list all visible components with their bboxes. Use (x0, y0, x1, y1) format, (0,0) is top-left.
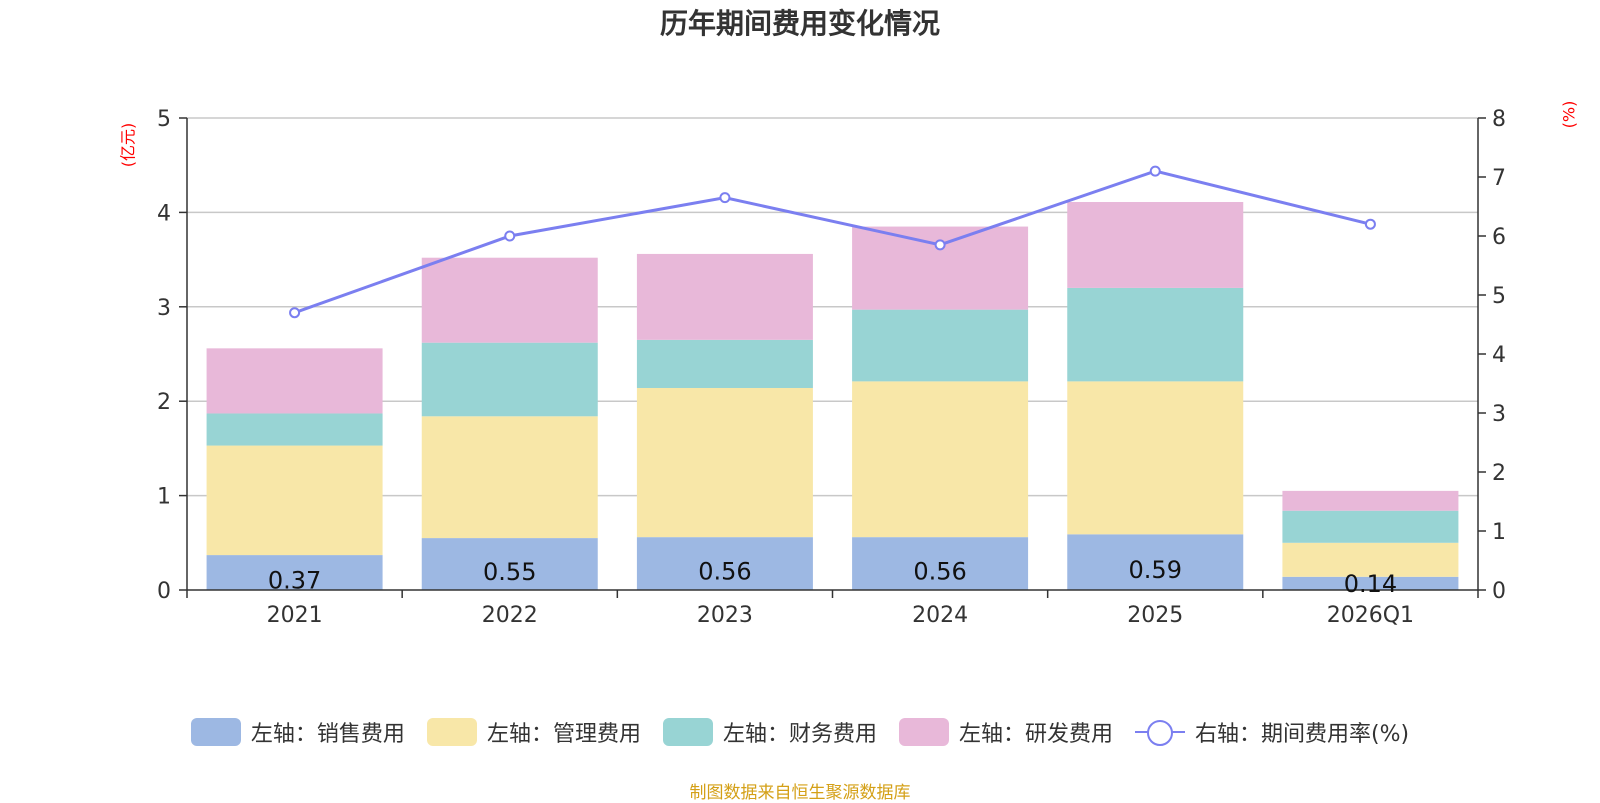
bar-segment-2 (421, 342, 598, 417)
bar-value-label: 0.59 (1129, 556, 1182, 584)
x-axis-tick-label: 2022 (482, 603, 538, 628)
left-axis-tick-label: 2 (157, 390, 171, 415)
rate-point (719, 192, 731, 204)
rate-point (934, 239, 946, 251)
bar-segment-2 (206, 413, 383, 446)
x-axis-tick-label: 2024 (912, 603, 968, 628)
right-axis-unit: (%) (1559, 100, 1579, 129)
rate-line-path (294, 169, 1371, 315)
legend-item-admin[interactable]: 左轴：管理费用 (426, 716, 641, 748)
bar-value-label: 0.56 (698, 558, 751, 586)
legend-label-rate: 右轴：期间费用率(%) (1194, 722, 1410, 747)
bar-segment-3 (636, 253, 813, 340)
rate-point (504, 230, 516, 242)
axes: 0 1 2 3 4 5 0 1 2 3 4 5 6 7 8 2021 2022 2023 2024 2025 2026Q… (157, 107, 1506, 628)
bar-segment-3 (421, 257, 598, 343)
right-axis-tick-label: 6 (1492, 225, 1506, 250)
bar-segment-1 (421, 416, 598, 539)
bar-segment-1 (1282, 542, 1459, 577)
legend-label-sales: 左轴：销售费用 (250, 722, 405, 747)
right-axis-tick-label: 7 (1492, 166, 1506, 191)
bars (206, 202, 1459, 590)
legend-item-rate[interactable]: 右轴：期间费用率(%) (1134, 716, 1410, 748)
rate-point (1149, 165, 1161, 177)
legend-item-finance[interactable]: 左轴：财务费用 (662, 716, 877, 748)
legend-swatch-finance (662, 718, 713, 746)
rate-point (289, 307, 301, 319)
chart-title: 历年期间费用变化情况 (659, 7, 940, 40)
left-axis-tick-label: 1 (157, 485, 171, 510)
bar-segment-0 (1282, 576, 1459, 590)
bar-segment-0 (636, 537, 813, 590)
bar-segment-2 (1282, 510, 1459, 543)
right-axis-tick-label: 1 (1492, 520, 1506, 545)
bar-segment-2 (852, 309, 1029, 382)
left-axis-tick-label: 5 (157, 107, 171, 132)
left-axis-tick-label: 3 (157, 296, 171, 321)
legend-label-admin: 左轴：管理费用 (486, 722, 641, 747)
legend-label-rnd: 左轴：研发费用 (958, 722, 1113, 747)
left-axis-unit: (亿元) (118, 122, 138, 168)
bar-segment-1 (852, 381, 1029, 538)
right-axis-tick-label: 4 (1492, 343, 1506, 368)
rate-point (1364, 218, 1376, 230)
bar-segment-3 (1067, 202, 1244, 288)
bar-segment-2 (1067, 287, 1244, 382)
legend-line-marker-icon (1134, 718, 1185, 746)
bar-value-label: 0.37 (268, 567, 321, 595)
bar-segment-1 (1067, 381, 1244, 535)
legend-item-sales[interactable]: 左轴：销售费用 (190, 716, 405, 748)
bar-segment-3 (852, 226, 1029, 310)
bar-segment-0 (1067, 534, 1244, 590)
right-axis-tick-label: 2 (1492, 461, 1506, 486)
left-axis-tick-label: 4 (157, 201, 171, 226)
data-source-note: 制图数据来自恒生聚源数据库 (689, 783, 911, 803)
right-axis-tick-label: 3 (1492, 402, 1506, 427)
x-axis-tick-label: 2025 (1127, 603, 1183, 628)
bar-value-label: 0.55 (483, 558, 536, 586)
bar-segment-1 (636, 387, 813, 538)
bar-segment-2 (636, 339, 813, 388)
bar-segment-3 (1282, 490, 1459, 511)
bar-value-label: 0.14 (1344, 570, 1397, 598)
bar-segment-1 (206, 445, 383, 556)
right-axis-tick-label: 0 (1492, 579, 1506, 604)
data-labels: 0.37 0.55 0.56 0.56 0.59 0.14 (268, 556, 1397, 598)
x-axis-tick-label: 2021 (267, 603, 323, 628)
legend-swatch-admin (426, 718, 477, 746)
right-axis-tick-label: 8 (1492, 107, 1506, 132)
bar-segment-0 (852, 537, 1029, 590)
legend-swatch-rnd (898, 718, 949, 746)
left-axis-tick-label: 0 (157, 579, 171, 604)
bar-value-label: 0.56 (913, 558, 966, 586)
legend-item-rnd[interactable]: 左轴：研发费用 (898, 716, 1113, 748)
bar-segment-0 (421, 538, 598, 590)
right-axis-tick-label: 5 (1492, 284, 1506, 309)
legend: 左轴：销售费用 左轴：管理费用 左轴：财务费用 左轴：研发费用 右轴：期间费用率… (0, 716, 1600, 748)
gridlines (187, 117, 1478, 497)
x-axis-tick-label: 2023 (697, 603, 753, 628)
bar-segment-0 (206, 555, 383, 590)
rate-line (289, 165, 1376, 319)
legend-swatch-sales (190, 718, 241, 746)
x-axis-tick-label: 2026Q1 (1327, 603, 1414, 628)
legend-label-finance: 左轴：财务费用 (722, 722, 877, 747)
bar-segment-3 (206, 348, 383, 414)
